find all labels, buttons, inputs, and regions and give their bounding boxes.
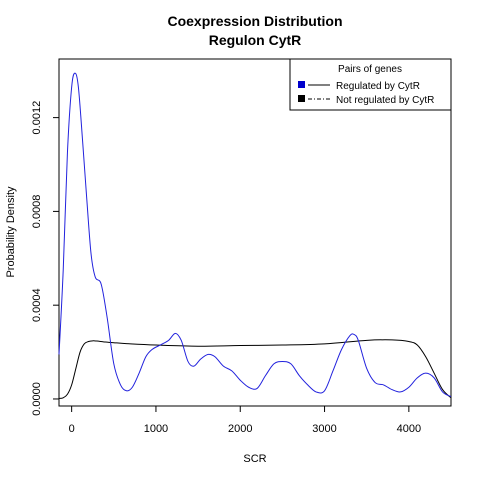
y-axis-label: Probability Density [5, 186, 17, 278]
x-tick-label: 2000 [228, 423, 252, 435]
x-tick-label: 0 [69, 423, 75, 435]
y-tick-label: 0.0008 [31, 195, 43, 229]
legend-label-regulated: Regulated by CytR [336, 81, 420, 92]
plot-frame [58, 58, 452, 407]
chart-title: Coexpression Distribution [167, 13, 342, 29]
y-tick-label: 0.0004 [31, 288, 43, 322]
series-line-not-regulated [58, 339, 452, 399]
y-tick-label: 0.0012 [31, 101, 43, 135]
x-tick-label: 3000 [312, 423, 336, 435]
x-axis: 0 1000 2000 3000 4000 [69, 406, 421, 435]
legend-swatch-not-regulated [298, 95, 305, 102]
y-tick-label: 0.0000 [31, 382, 43, 416]
legend-title: Pairs of genes [338, 64, 402, 75]
series-layer [58, 72, 452, 399]
x-axis-label: SCR [243, 453, 266, 465]
legend-label-not-regulated: Not regulated by CytR [336, 95, 434, 106]
x-tick-label: 4000 [397, 423, 421, 435]
y-axis: 0.0000 0.0004 0.0008 0.0012 [31, 101, 59, 416]
chart-subtitle: Regulon CytR [209, 32, 302, 48]
legend-swatch-regulated [298, 81, 305, 88]
legend: Pairs of genes Regulated by CytR Not reg… [289, 58, 452, 111]
x-tick-label: 1000 [144, 423, 168, 435]
series-line-regulated [58, 72, 452, 398]
